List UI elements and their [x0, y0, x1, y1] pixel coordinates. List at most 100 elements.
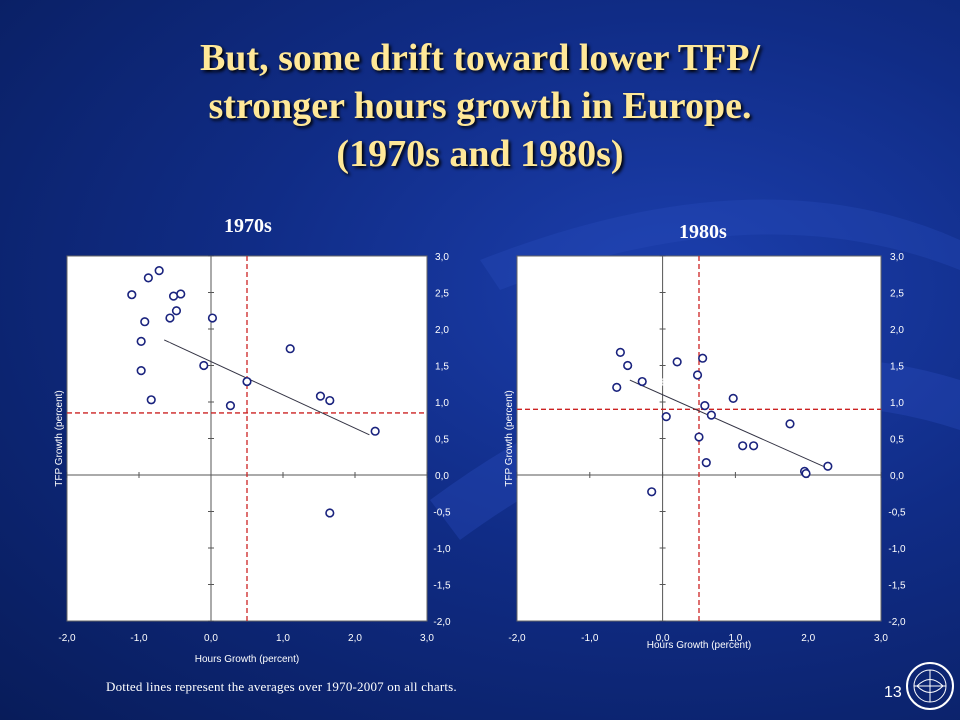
chart-1980s-point-esp [615, 347, 625, 357]
chart-1970s-y-tick-label: 2,0 [435, 325, 449, 336]
chart-1980s-point-label-gbr: GBR [671, 346, 694, 357]
chart-1970s-x-tick-label: 1,0 [276, 633, 290, 644]
chart-1980s-point-grc [701, 457, 711, 468]
slide-title-line-1: But, some drift toward lower TFP/ [199, 37, 761, 79]
chart-1980s-point-label-prt: PRT [741, 392, 761, 403]
chart-1980s-x-tick-label: -1,0 [581, 633, 599, 644]
chart-1980s-x-tick-label: 0,0 [656, 633, 670, 644]
chart-1970s-y-tick-label: 3,0 [435, 252, 449, 263]
chart-1980s-y-tick-label: 1,0 [890, 398, 904, 409]
chart-1970s-point-label-aus: AUS [308, 376, 329, 387]
chart-1970s-point-label-gbr: GBR [149, 341, 172, 352]
chart-1980s-point-label-nor: NOR [705, 368, 728, 379]
slide-title-line-2: stronger hours growth in Europe. [208, 85, 752, 127]
chart-1970s-point-gbr [136, 336, 146, 347]
chart-1980s-point-fra [623, 360, 633, 371]
chart-1970s-point-label-bel: BEL [105, 290, 125, 301]
chart-1970s-point-swz [146, 395, 156, 405]
chart-1980s-point-swe [738, 441, 748, 451]
chart-1980s-point-label-fra: FRA [599, 357, 620, 368]
imf-seal-icon [906, 662, 954, 710]
chart-1980s-point-usa [785, 419, 795, 429]
chart-1980s-point-label-can: CAN [778, 458, 800, 469]
chart-1980s-x-axis-label: Hours Growth (percent) [647, 640, 751, 651]
chart-1980s-point-jpn [706, 410, 716, 420]
chart-1970s-point-grc [199, 360, 209, 371]
chart-1980s-point-aus [823, 461, 833, 471]
chart-1980s-point-label-grc: GRC [673, 457, 695, 468]
chart-1970s-point-label-aut: AUT [171, 260, 192, 271]
chart-1970s-y-tick-label: 1,0 [435, 398, 449, 409]
chart-1980s-point-label-nld: NLD [633, 412, 654, 423]
chart-1970s-x-tick-label: -2,0 [58, 633, 76, 644]
chart-1980s-y-tick-label: -1,0 [888, 544, 906, 555]
footnote: Dotted lines represent the averages over… [106, 679, 457, 694]
chart-1970s-y-axis-label: TFP Growth (percent) [54, 390, 65, 487]
chart-1980s-point-label-bel: BEL [653, 378, 673, 389]
chart-1970s-point-nlz [325, 508, 335, 518]
chart-1980s-x-tick-label: 3,0 [874, 633, 888, 644]
chart-1970s-point-label-dnk: DNK [105, 371, 127, 382]
chart-1970s-point-label-ita: ITA [124, 269, 139, 280]
chart-1970s-point-ita [143, 273, 153, 283]
chart-1980s-x-tick-label: 1,0 [728, 633, 742, 644]
chart-1970s-trendline [163, 339, 370, 436]
chart-1970s-point-label-jpn: JPN [249, 366, 268, 377]
page-number: 13 [884, 684, 902, 701]
chart-1970s-point-label-nor: NOR [220, 310, 243, 321]
chart-1980s-y-tick-label: 0,0 [890, 471, 904, 482]
chart-1980s-y-axis-label: TFP Growth (percent) [504, 390, 515, 487]
chart-1970s-y-tick-label: 2,5 [435, 289, 449, 300]
chart-1980s-point-label-aut: AUT [669, 433, 690, 444]
chart-1980s-x-tick-label: 2,0 [801, 633, 815, 644]
chart-1980s-y-tick-label: -0,5 [888, 508, 906, 519]
chart-1970s-point-prt [285, 344, 295, 354]
chart-1970s-point-label-can: CAN [381, 426, 403, 437]
chart-1980s-point-deu [612, 382, 622, 393]
chart-1980s-y-tick-label: 1,5 [890, 362, 904, 373]
chart-1980s-point-aut [694, 432, 704, 442]
chart-1980s-point-label-nlz: NLZ [793, 484, 812, 495]
chart-1980s-point-prt [728, 393, 738, 403]
chart-1980s-y-tick-label: -2,0 [888, 617, 906, 628]
chart-1970s-point-bel [127, 290, 137, 300]
chart-1970s-y-tick-label: -1,0 [433, 544, 451, 555]
chart-1980s-point-label-ita: ITA [703, 389, 718, 400]
chart-1970s-point-label-swz: SWZ [163, 397, 185, 408]
chart-1980s-point-bel [637, 376, 647, 387]
chart-1970s-point-aus [315, 391, 326, 401]
chart-1980s-point-nlz [801, 468, 811, 479]
chart-1980s-point-dnk [647, 487, 657, 497]
chart-1980s-point-label-dnk: DNK [618, 488, 640, 499]
chart-1980s-point-ita [700, 401, 710, 411]
chart-1970s-point-fra [171, 306, 182, 316]
chart-1970s-y-tick-label: -1,5 [433, 581, 451, 592]
chart-1970s-point-label-swe: SWE [213, 423, 236, 434]
chart-1970s-point-label-grc: GRC [174, 363, 196, 374]
chart-1970s-point-usa [325, 395, 335, 406]
chart-1970s-point-esp [176, 289, 186, 299]
chart-1980s-point-label-swe: SWE [716, 438, 739, 449]
chart-1970s-x-tick-label: -1,0 [130, 633, 148, 644]
chart-1970s-title: 1970s [224, 215, 272, 237]
chart-1980s-trendline [629, 379, 827, 469]
chart-1970s-point-label-usa: USA [343, 398, 364, 409]
chart-1980s-point-label-aus: AUS [840, 462, 861, 473]
chart-1980s-point-label-jpn: JPN [718, 410, 737, 421]
chart-1970s-y-tick-label: 0,5 [435, 435, 449, 446]
chart-1970s-y-tick-label: 1,5 [435, 362, 449, 373]
chart-1980s-point-label-deu: DEU [591, 397, 612, 408]
chart-1970s-x-tick-label: 3,0 [420, 633, 434, 644]
chart-1970s-point-jpn [242, 376, 252, 387]
slide-title: But, some drift toward lower TFP/ strong… [0, 34, 960, 178]
chart-1970s-point-label-fra: FRA [152, 301, 173, 312]
chart-1980s-point-swz [748, 441, 759, 451]
chart-1970s-x-axis-label: Hours Growth (percent) [195, 654, 299, 665]
chart-1980s-point-nor [692, 370, 703, 380]
chart-1970s-x-tick-label: 0,0 [204, 633, 218, 644]
chart-1970s-point-label-deu: DEU [111, 319, 132, 330]
chart-1970s-point-fin [165, 313, 175, 323]
chart-1970s-point-label-nld: NLD [144, 291, 165, 302]
